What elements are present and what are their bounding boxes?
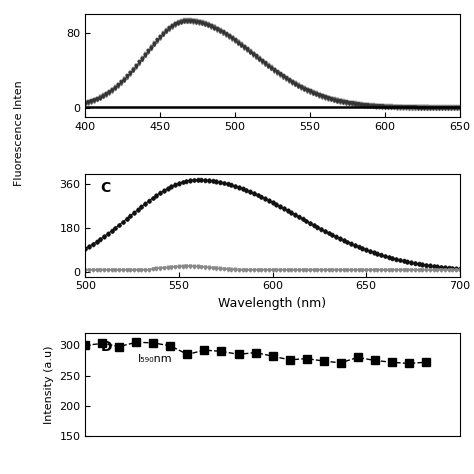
Text: C: C xyxy=(100,181,110,195)
Text: I₅₉₀nm: I₅₉₀nm xyxy=(138,354,173,364)
Text: D: D xyxy=(100,340,112,355)
X-axis label: Wavelength (nm): Wavelength (nm) xyxy=(219,297,327,310)
Y-axis label: Intensity (a.u): Intensity (a.u) xyxy=(44,346,54,424)
Text: Fluorescence Inten: Fluorescence Inten xyxy=(14,80,24,186)
